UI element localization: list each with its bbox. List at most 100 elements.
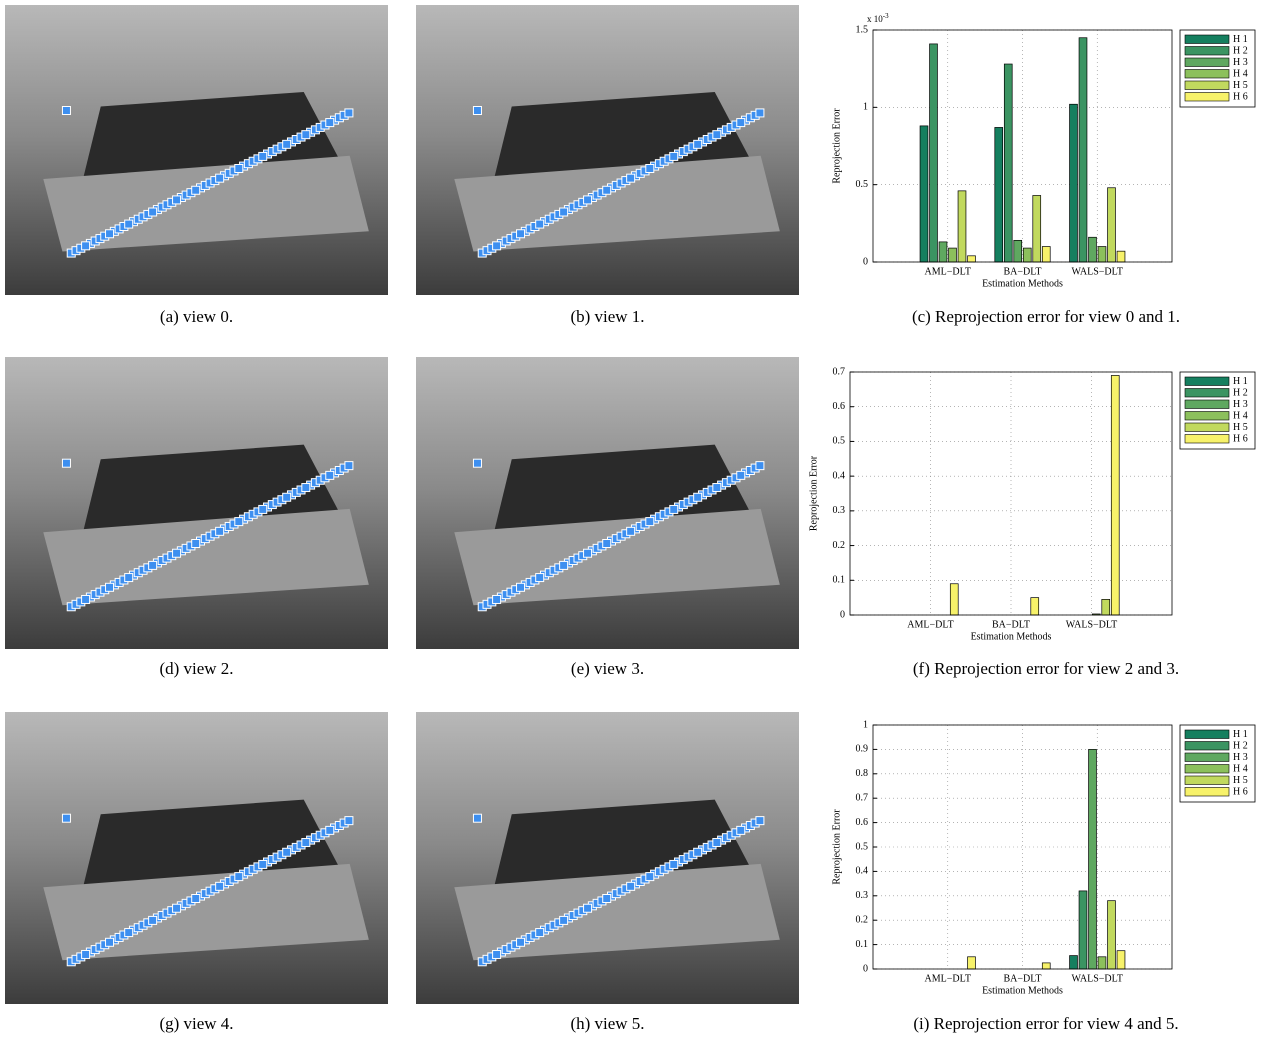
legend-label: H 5 [1233,422,1248,433]
feature-marker [603,895,611,903]
feature-marker [149,561,157,569]
y-tick-label: 0 [863,963,868,974]
panel-caption: (e) view 3. [571,659,644,678]
legend-label: H 1 [1233,376,1248,387]
bar [1014,240,1022,262]
feature-marker [603,540,611,548]
feature-marker [345,109,353,117]
feature-marker [82,595,90,603]
y-tick-label: 0.7 [833,366,846,377]
bar [1079,38,1087,262]
feature-marker [694,140,702,148]
feature-marker [345,462,353,470]
y-tick-label: 0.4 [856,866,869,877]
legend-swatch [1185,730,1229,739]
x-tick-label: AML−DLT [925,266,971,277]
feature-marker [173,904,181,912]
feature-marker [235,165,243,173]
feature-marker [713,484,721,492]
x-tick-label: WALS−DLT [1072,266,1123,277]
feature-marker [106,230,114,238]
bar [958,191,966,262]
feature-marker [283,493,291,501]
y-tick-label: 0.3 [856,890,869,901]
feature-marker [192,895,200,903]
bar [920,126,928,262]
feature-marker [473,107,481,115]
y-tick-label: 0.8 [856,768,869,779]
x-tick-label: AML−DLT [907,619,953,630]
feature-marker [216,174,224,182]
feature-marker [627,174,635,182]
feature-marker [473,814,481,822]
y-axis-label: Reprojection Error [831,108,842,184]
photo [5,357,388,649]
feature-marker [283,848,291,856]
feature-marker [149,208,157,216]
feature-marker [125,574,133,582]
x-axis-label: Estimation Methods [971,631,1052,642]
legend-swatch [1185,58,1229,67]
chart: 00.10.20.30.40.50.60.70.80.91AML−DLTBA−D… [831,719,1255,1033]
legend-swatch [1185,70,1229,79]
y-tick-label: 0.7 [856,792,869,803]
y-tick-label: 0.1 [856,939,869,950]
panel-caption: (b) view 1. [570,307,644,326]
y-tick-label: 0.2 [856,914,869,925]
legend-swatch [1185,47,1229,56]
x-axis-label: Estimation Methods [982,278,1063,289]
legend-swatch [1185,788,1229,797]
feature-marker [62,814,70,822]
bar [1108,901,1116,969]
legend-label: H 5 [1233,80,1248,91]
feature-marker [517,230,525,238]
y-scale-base: x 10 [867,14,883,24]
y-tick-label: 1 [863,102,868,113]
feature-marker [560,561,568,569]
bar [939,242,947,262]
photo [5,5,388,295]
legend-label: H 6 [1233,787,1248,798]
bar [1070,104,1078,262]
legend-label: H 2 [1233,46,1248,57]
feature-marker [216,527,224,535]
x-tick-label: WALS−DLT [1066,619,1117,630]
bar [1070,956,1078,969]
feature-marker [216,882,224,890]
feature-marker [536,220,544,228]
feature-marker [694,493,702,501]
legend-label: H 3 [1233,752,1248,763]
feature-marker [737,119,745,127]
feature-marker [584,196,592,204]
feature-marker [713,839,721,847]
feature-marker [603,186,611,194]
feature-marker [326,119,334,127]
feature-marker [106,583,114,591]
feature-marker [173,196,181,204]
legend-swatch [1185,412,1229,421]
feature-marker [235,873,243,881]
y-tick-label: 0.9 [856,744,869,755]
feature-marker [694,848,702,856]
legend-label: H 5 [1233,775,1248,786]
x-tick-label: AML−DLT [925,973,971,984]
feature-marker [670,860,678,868]
chart: 00.10.20.30.40.50.60.7AML−DLTBA−DLTWALS−… [808,366,1255,678]
legend-swatch [1185,377,1229,386]
y-tick-label: 0.4 [833,470,846,481]
y-tick-label: 0.6 [833,401,846,412]
feature-marker [259,505,267,513]
bar [1117,251,1125,262]
panel-caption: (a) view 0. [160,307,233,326]
bar [1098,247,1106,262]
legend-label: H 3 [1233,57,1248,68]
chart-caption: (i) Reprojection error for view 4 and 5. [913,1014,1178,1033]
feature-marker [646,518,654,526]
y-tick-label: 0.5 [856,179,869,190]
feature-marker [536,574,544,582]
y-scale-exponent: -3 [883,12,889,20]
feature-marker [646,873,654,881]
chart-caption: (f) Reprojection error for view 2 and 3. [913,659,1179,678]
legend-swatch [1185,35,1229,44]
y-tick-label: 1.5 [856,24,869,35]
